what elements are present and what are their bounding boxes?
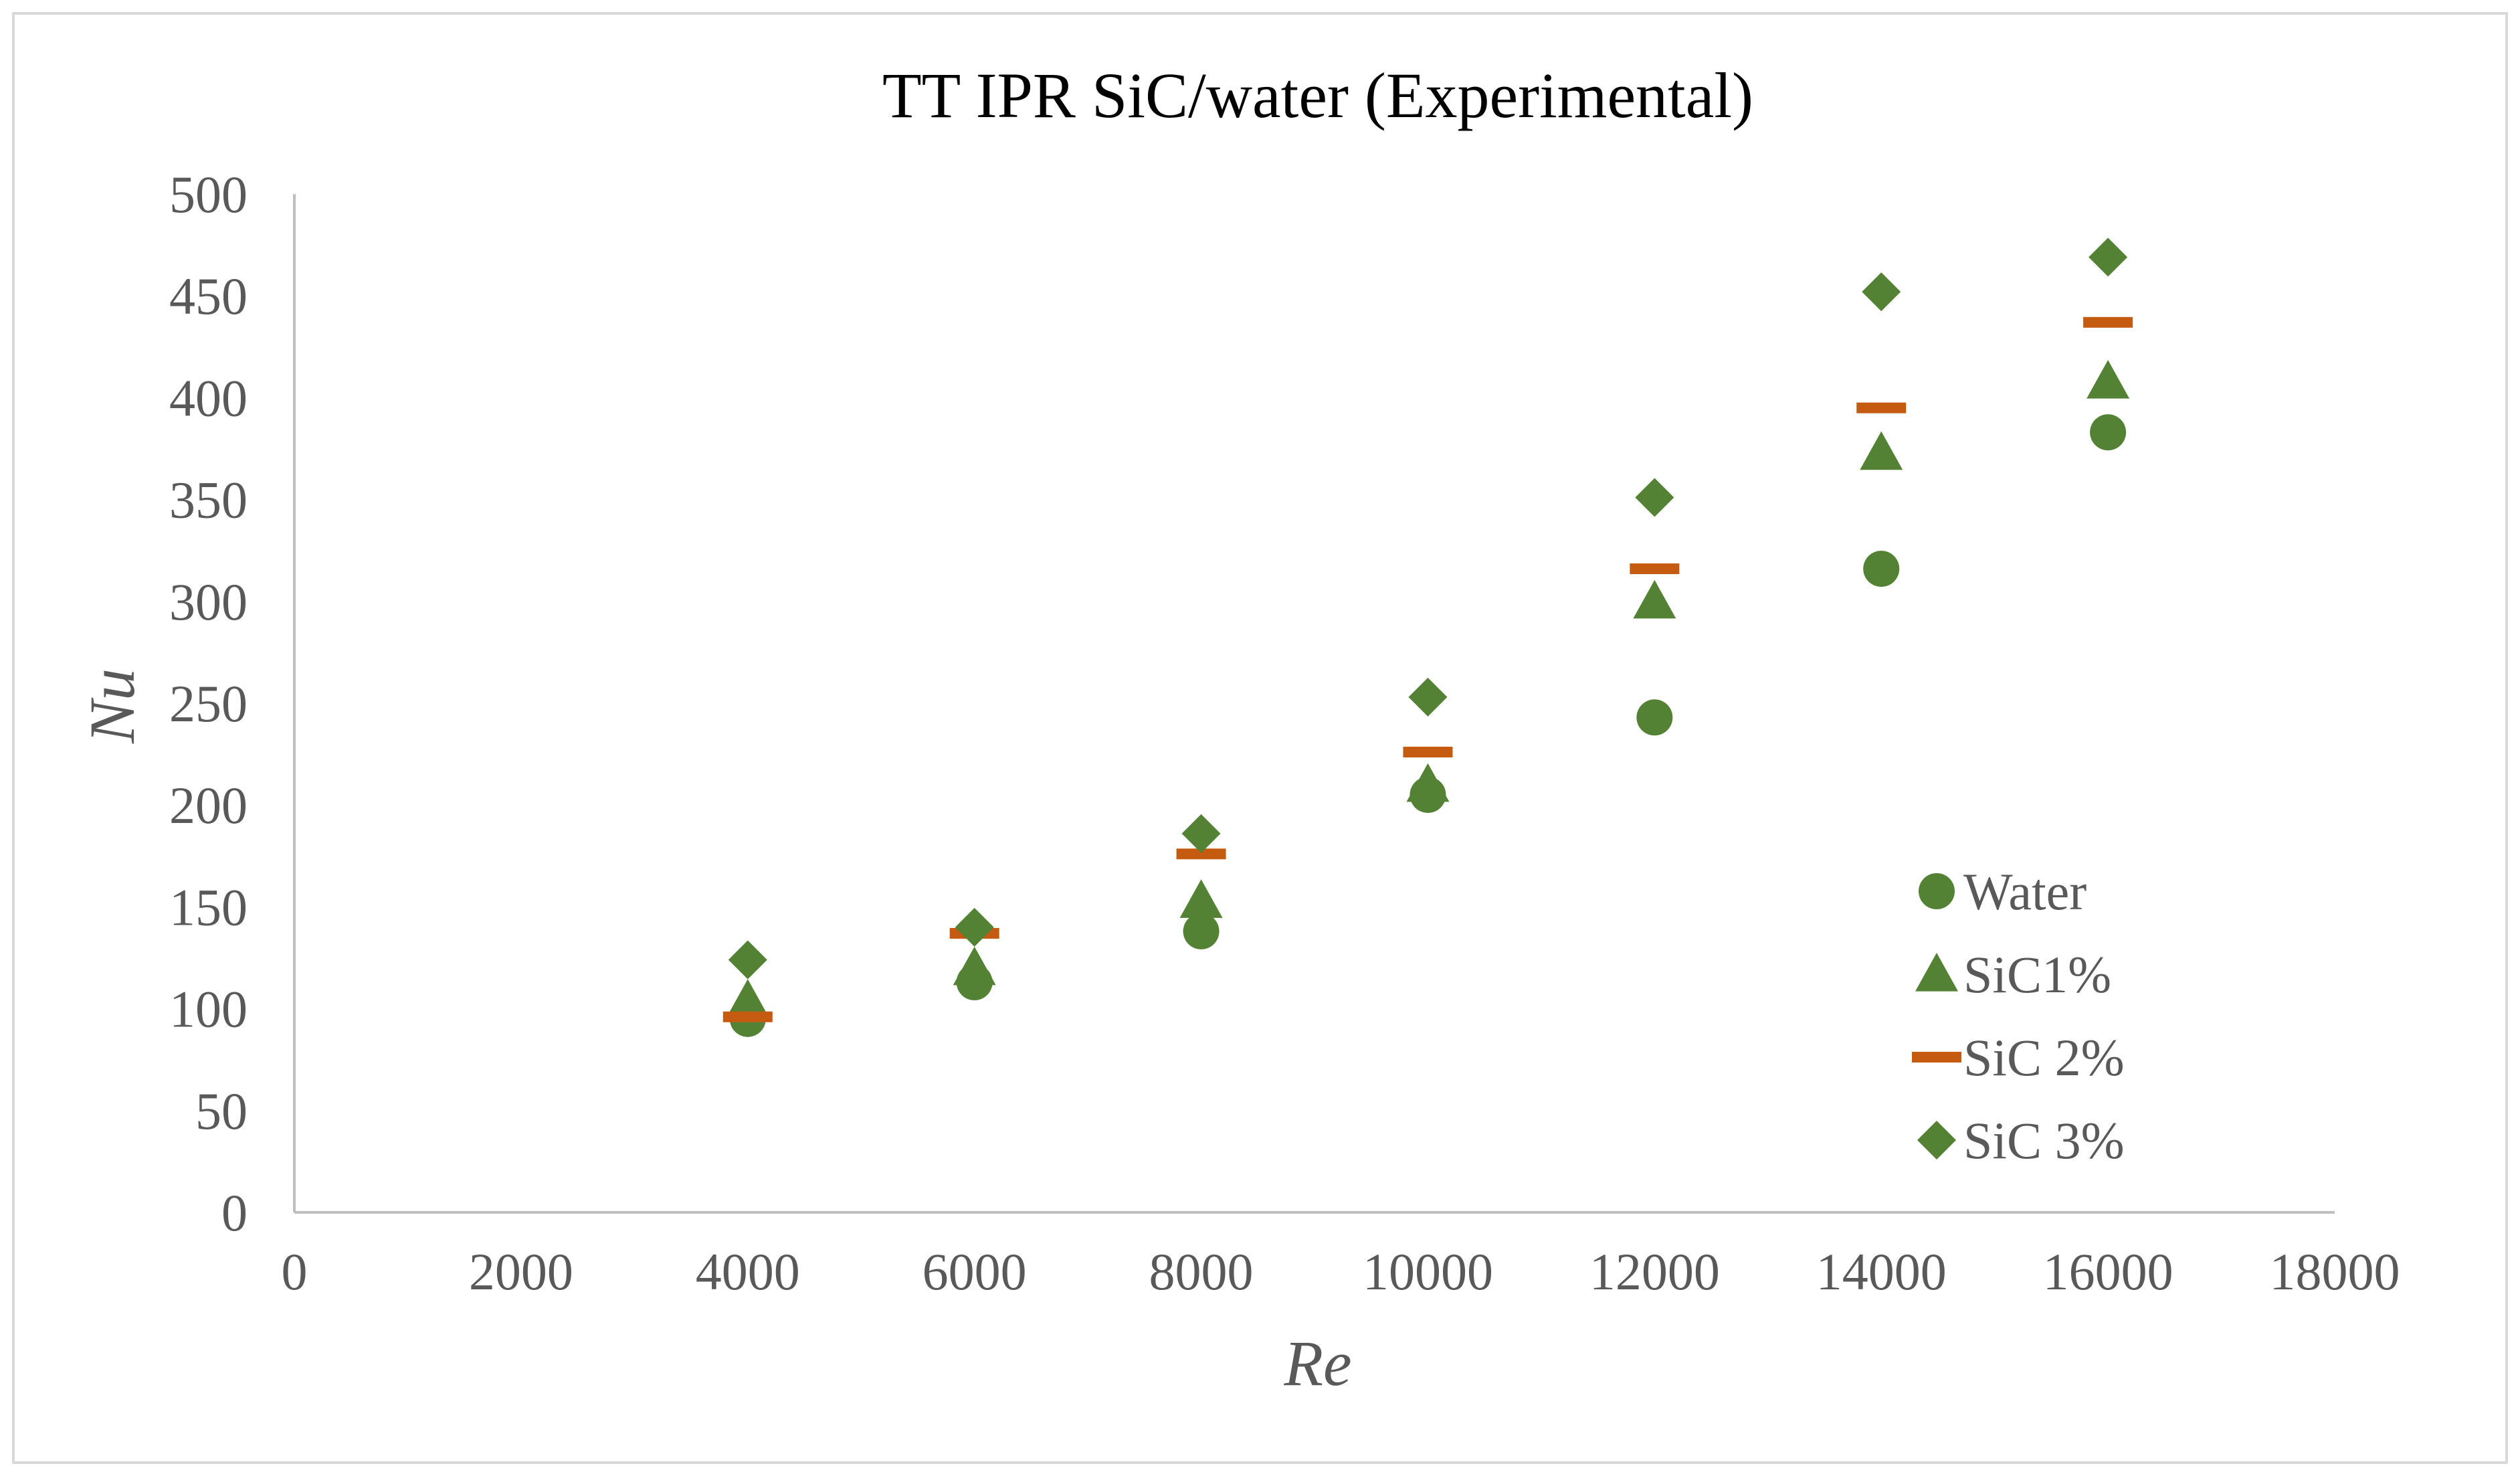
data-point [1863, 551, 1900, 587]
x-tick-label: 0 [282, 1242, 308, 1301]
data-points [722, 238, 2133, 1037]
data-point [1856, 402, 1907, 413]
y-tick-label: 500 [169, 165, 248, 223]
y-tick-label: 0 [221, 1184, 248, 1242]
data-point [953, 946, 996, 986]
data-point [1183, 913, 1220, 949]
legend-label: Water [1963, 862, 2087, 921]
series-3 [722, 316, 2133, 1022]
data-point [1633, 579, 1676, 619]
legend-marker [1912, 1052, 1961, 1063]
y-tick-label: 100 [169, 980, 248, 1038]
chart-title: TT IPR SiC/water (Experimental) [882, 60, 1753, 131]
legend-label: SiC 2% [1963, 1028, 2125, 1087]
data-point [728, 940, 767, 980]
legend-marker [1917, 1121, 1956, 1160]
legend-marker [1919, 873, 1955, 909]
legend-label: SiC 3% [1963, 1111, 2125, 1170]
y-tick-label: 200 [169, 776, 248, 834]
legend-marker [1915, 953, 1958, 992]
tick-labels: 0 2000 4000 6000 8000 10000 12000 14000 16000 180… [169, 165, 2400, 1301]
data-point [1179, 879, 1223, 918]
data-point [1181, 814, 1221, 853]
legend-item: Water [1919, 862, 2087, 921]
x-tick-label: 2000 [469, 1242, 573, 1301]
y-tick-label: 50 [195, 1082, 248, 1140]
y-tick-label: 450 [169, 267, 248, 325]
data-point [1406, 763, 1450, 802]
x-tick-label: 6000 [923, 1242, 1027, 1301]
series-4 [728, 238, 2128, 980]
y-tick-label: 300 [169, 573, 248, 631]
data-point [1408, 677, 1448, 717]
data-point [1636, 699, 1673, 736]
data-point [2087, 360, 2130, 399]
legend-item: SiC1% [1915, 945, 2111, 1004]
data-point [1630, 563, 1680, 575]
legend-item: SiC 2% [1912, 1028, 2125, 1087]
x-tick-label: 10000 [1363, 1242, 1493, 1301]
data-point [2083, 316, 2133, 328]
y-axis-label: Nu [76, 668, 148, 744]
x-axis-label: Re [1283, 1327, 1351, 1399]
x-tick-label: 4000 [696, 1242, 800, 1301]
data-point [2089, 238, 2128, 277]
legend-item: SiC 3% [1917, 1111, 2125, 1170]
data-point [2090, 414, 2127, 451]
x-tick-label: 8000 [1149, 1242, 1254, 1301]
y-tick-label: 150 [169, 878, 248, 936]
x-tick-label: 16000 [2043, 1242, 2173, 1301]
legend: Water SiC1% SiC 2% SiC 3% [1912, 862, 2125, 1170]
y-tick-label: 400 [169, 369, 248, 427]
data-point [726, 979, 769, 1018]
data-point [722, 1011, 773, 1022]
legend-label: SiC1% [1963, 945, 2111, 1004]
data-point [955, 907, 994, 947]
data-point [1403, 747, 1453, 758]
data-point [1635, 478, 1674, 517]
y-tick-label: 350 [169, 471, 248, 529]
y-tick-label: 250 [169, 674, 248, 733]
x-tick-label: 14000 [1816, 1242, 1947, 1301]
x-tick-label: 12000 [1589, 1242, 1720, 1301]
series-2 [726, 360, 2130, 1018]
data-point [1860, 431, 1903, 470]
data-point [1176, 848, 1226, 860]
data-point [1862, 272, 1901, 312]
x-tick-label: 18000 [2270, 1242, 2400, 1301]
axes [293, 194, 2335, 1214]
